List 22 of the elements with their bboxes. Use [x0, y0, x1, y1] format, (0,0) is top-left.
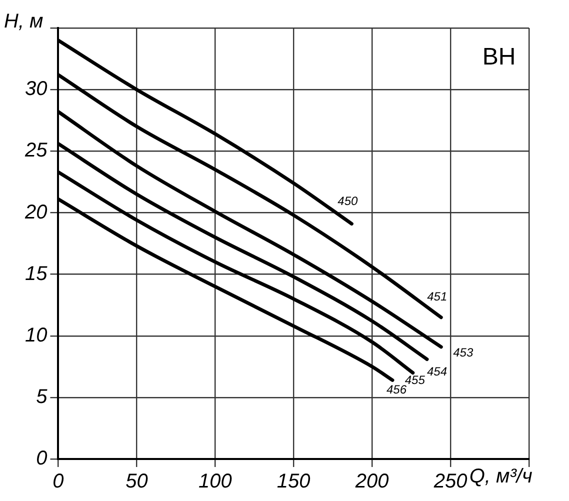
annotation: ВН — [482, 44, 516, 71]
x-tick-label: 250 — [432, 470, 468, 493]
x-tick-label: 50 — [126, 470, 148, 493]
x-tick-label: 200 — [354, 470, 389, 493]
y-axis-title: H, м — [4, 10, 44, 33]
x-tick-label: 0 — [52, 470, 64, 493]
series-label: 455 — [404, 373, 426, 388]
y-tick-label: 30 — [24, 78, 48, 100]
series-label: 453 — [453, 345, 474, 360]
series-label: 456 — [386, 382, 407, 397]
x-tick-label: 150 — [276, 470, 310, 493]
x-tick-label: 100 — [198, 470, 232, 493]
y-tick-label: 10 — [24, 324, 48, 346]
y-tick-label: 15 — [24, 262, 48, 285]
y-tick-label: 5 — [36, 386, 48, 408]
series-label: 454 — [427, 364, 448, 379]
series-label: 450 — [338, 194, 358, 208]
y-tick-label: 25 — [24, 140, 48, 162]
y-tick-label: 0 — [36, 448, 48, 470]
series-label: 451 — [427, 290, 448, 304]
x-axis-title: Q, м³/ч — [469, 466, 532, 488]
y-tick-label: 20 — [24, 201, 48, 224]
